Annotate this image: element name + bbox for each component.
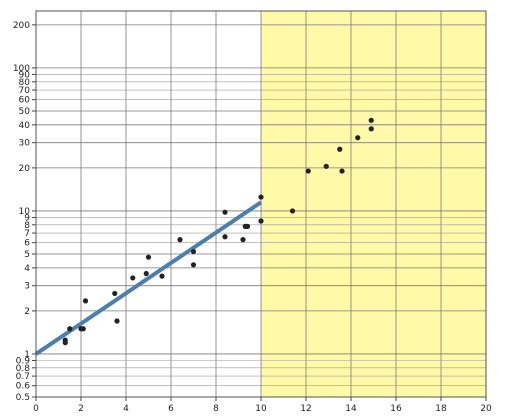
data-point [145, 254, 152, 260]
y-tick-label: 100 [13, 64, 30, 74]
y-tick-label: 80 [19, 78, 31, 88]
data-point [368, 117, 374, 123]
data-point [337, 146, 343, 152]
y-tick-label: 70 [19, 86, 31, 96]
y-tick-label: 0.6 [16, 382, 31, 392]
y-tick-label: 1 [24, 350, 30, 360]
x-tick-label: 4 [123, 404, 129, 414]
data-point [244, 223, 251, 229]
y-tick-label: 0.8 [16, 364, 31, 374]
data-point [62, 340, 68, 346]
regression-line [34, 200, 263, 356]
data-point [67, 326, 73, 332]
data-point [368, 126, 374, 132]
data-point [159, 273, 165, 279]
x-tick-label: 12 [300, 404, 311, 414]
data-point [143, 270, 149, 277]
x-tick-label: 8 [213, 404, 219, 414]
y-tick-label: 40 [19, 121, 31, 131]
data-point [222, 209, 228, 215]
axes-layer [32, 10, 487, 401]
x-tick-label: 0 [33, 404, 39, 414]
fit-line-layer [34, 200, 263, 356]
data-point [240, 237, 246, 243]
data-point [222, 234, 228, 240]
x-tick-label: 20 [480, 404, 492, 414]
y-tick-label: 0.5 [16, 393, 30, 403]
x-tick-label: 10 [255, 404, 267, 414]
data-point [177, 237, 183, 243]
data-point [190, 248, 197, 255]
data-point [80, 326, 86, 332]
data-point [339, 168, 345, 174]
y-tick-label: 50 [19, 107, 31, 117]
data-point [323, 163, 329, 169]
data-point [258, 218, 264, 224]
data-point [82, 298, 89, 304]
data-point [305, 168, 311, 174]
data-point [190, 262, 197, 268]
x-tick-label: 6 [168, 404, 174, 414]
plot-frame [35, 10, 487, 398]
x-tick-label: 14 [345, 404, 357, 414]
y-tick-label: 9 [24, 213, 30, 223]
x-tick-label: 2 [78, 404, 84, 414]
y-tick-label: 7 [24, 229, 30, 239]
y-tick-label: 0.9 [16, 356, 31, 366]
y-tick-label: 200 [13, 21, 30, 31]
y-tick-label: 0.7 [16, 372, 30, 382]
data-point [289, 208, 296, 214]
y-tick-label: 3 [24, 282, 30, 292]
data-point [114, 318, 120, 324]
y-tick-label: 60 [19, 96, 31, 106]
highlight-region [261, 11, 486, 397]
highlight-region-layer [261, 11, 486, 397]
y-tick-label: 2 [24, 307, 30, 317]
data-point [112, 290, 118, 297]
data-point [355, 135, 361, 141]
data-point [130, 275, 136, 281]
x-tick-label: 16 [390, 404, 402, 414]
y-tick-label: 30 [19, 139, 31, 149]
data-points-layer [62, 117, 374, 346]
data-point [258, 194, 264, 200]
y-tick-label: 10 [19, 207, 31, 217]
y-tick-label: 20 [19, 164, 31, 174]
tick-labels-layer: 0 2 4 6 8 10 12 14 16 18 200.50.60.70.80.912345678… [13, 21, 492, 414]
y-tick-label: 5 [24, 250, 30, 260]
y-tick-label: 6 [24, 239, 30, 249]
y-tick-label: 4 [24, 264, 30, 274]
y-tick-label: 90 [19, 70, 31, 80]
x-tick-label: 18 [435, 404, 447, 414]
y-tick-label: 8 [24, 221, 30, 231]
